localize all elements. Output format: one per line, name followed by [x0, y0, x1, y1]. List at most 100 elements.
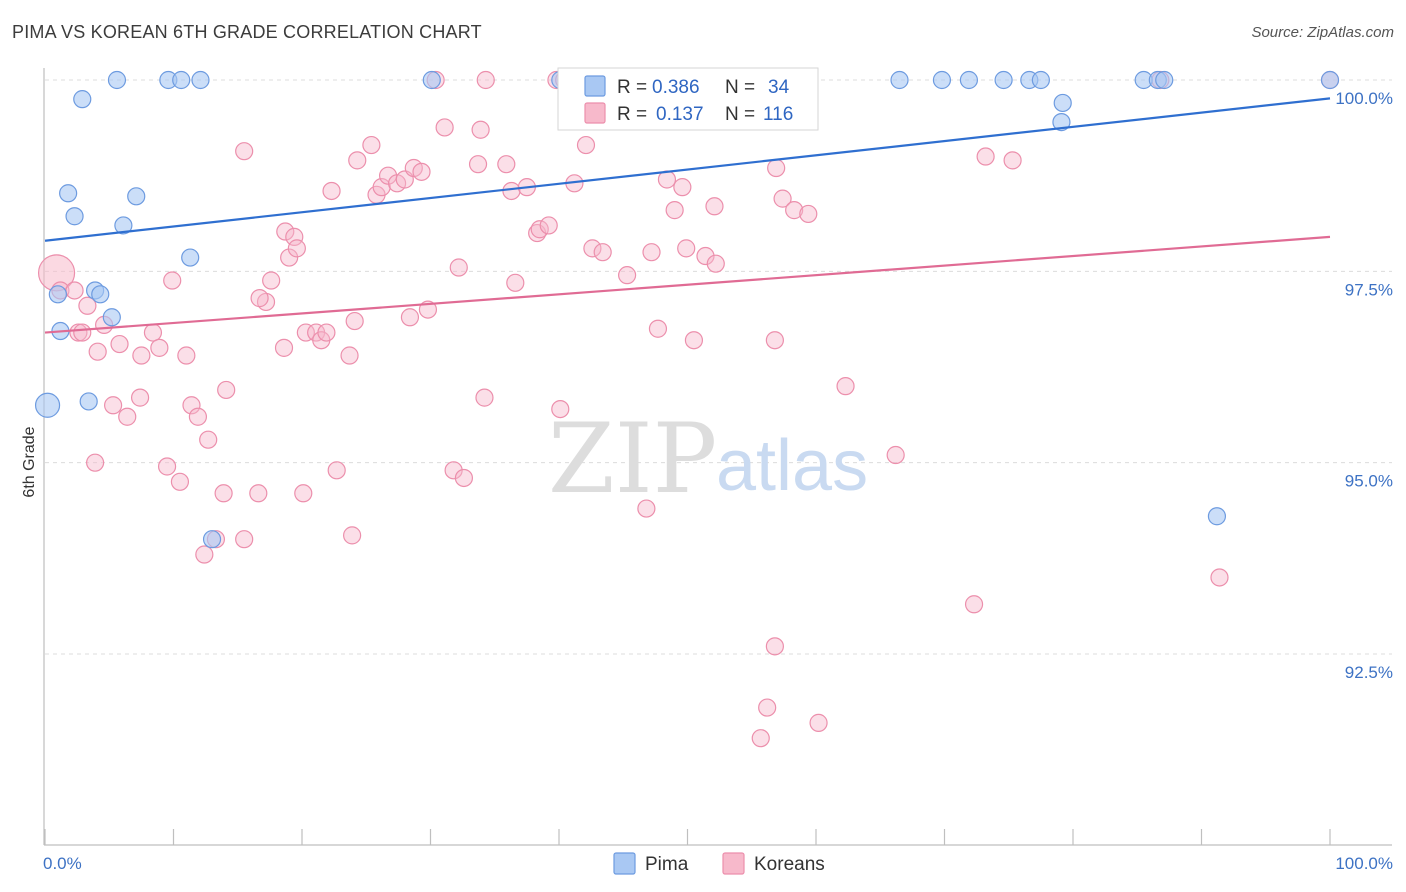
pima-point [191, 70, 210, 90]
korean-point [104, 396, 123, 415]
pima-point [102, 308, 121, 327]
pima-point [107, 70, 127, 90]
korean-point [502, 181, 521, 201]
source-label: Source: ZipAtlas.com [1251, 24, 1394, 41]
x-tick-label-max: 100.0% [1335, 854, 1393, 873]
korean-point [618, 266, 637, 285]
korean-point [497, 155, 516, 174]
korean-point [576, 135, 596, 155]
pima-point [91, 285, 110, 304]
korean-point [765, 637, 784, 656]
y-axis-label: 6th Grade [21, 426, 38, 497]
korean-point [217, 380, 236, 400]
korean-point [199, 430, 218, 449]
korean-point [471, 120, 490, 139]
pima-point [202, 530, 222, 549]
bottom-legend-label-pima: Pima [645, 854, 689, 875]
korean-point [132, 346, 151, 365]
korean-point [583, 239, 602, 258]
korean-point [188, 407, 208, 426]
korean-point [476, 70, 495, 90]
legend-r-value-pima: 0.386 [652, 77, 700, 98]
pima-point [1053, 93, 1072, 113]
korean-point [143, 323, 163, 342]
korean-point [340, 346, 359, 365]
korean-point [170, 472, 190, 491]
korean-point [435, 118, 454, 137]
korean-point [362, 135, 381, 155]
korean-point [130, 388, 150, 407]
korean-trend-line [44, 235, 1331, 334]
pima-point [34, 392, 61, 418]
korean-point [506, 273, 525, 292]
korean-point [696, 246, 715, 266]
korean-point [1003, 151, 1022, 170]
pima-trend-line [44, 97, 1331, 242]
korean-point [642, 243, 661, 262]
korean-point [706, 254, 725, 273]
korean-point [78, 296, 97, 315]
korean-point [475, 388, 494, 407]
legend-swatch-koreans [584, 102, 606, 124]
korean-point [468, 155, 488, 174]
korean-point [684, 331, 704, 350]
korean-point [343, 526, 362, 545]
korean-point [665, 201, 684, 220]
korean-point [593, 243, 612, 262]
korean-point [677, 239, 696, 258]
korean-point [886, 445, 905, 465]
korean-point [69, 323, 88, 342]
legend-n-value-koreans: 116 [763, 104, 793, 125]
korean-point [294, 484, 313, 503]
korean-point [280, 248, 299, 267]
watermark-zip: ZIP [548, 403, 717, 515]
pima-point [1155, 70, 1174, 90]
y-tick-labels: 92.5% 95.0% 97.5% 100.0% [1335, 89, 1393, 682]
korean-point [150, 338, 169, 357]
bottom-legend-label-koreans: Koreans [754, 854, 825, 875]
pima-point [1052, 112, 1071, 132]
axes [43, 68, 1392, 846]
pima-point [79, 392, 98, 411]
korean-point [976, 147, 995, 166]
korean-point [317, 323, 336, 342]
legend-n-label-koreans: N = [725, 104, 755, 125]
watermark: ZIP atlas [548, 403, 868, 515]
korean-point [345, 311, 364, 331]
pima-point [181, 248, 200, 267]
pima-point [114, 216, 133, 235]
korean-point [809, 713, 828, 732]
korean-point [836, 377, 855, 396]
korean-point [285, 227, 304, 246]
pima-point [932, 70, 952, 90]
korean-point [444, 461, 463, 480]
korean-point [250, 289, 269, 308]
korean-point [751, 729, 770, 748]
series-legend: Pima Koreans [613, 852, 825, 875]
korean-point [705, 197, 724, 216]
korean-point [758, 698, 777, 717]
korean-point [551, 399, 570, 419]
korean-point [163, 271, 182, 290]
correlation-legend: R = 0.386 N = 34 R = 0.137 N = 116 [557, 67, 819, 131]
pima-point [73, 90, 92, 109]
legend-n-value-pima: 34 [768, 77, 790, 98]
korean-point [449, 258, 468, 277]
pima-point [1320, 70, 1340, 90]
watermark-atlas: atlas [716, 426, 868, 506]
legend-r-label-pima: R = [617, 77, 647, 98]
korean-point [348, 151, 367, 170]
korean-point [637, 499, 656, 518]
pima-point [48, 285, 67, 304]
korean-point [322, 181, 341, 201]
korean-point [73, 323, 92, 342]
korean-point [372, 178, 391, 197]
y-tick-label: 95.0% [1345, 472, 1393, 491]
korean-point [530, 220, 549, 239]
korean-point [110, 334, 129, 354]
pima-point [994, 70, 1013, 90]
pima-point [172, 70, 191, 90]
pima-point [422, 70, 441, 90]
korean-point [262, 271, 281, 290]
korean-point [454, 468, 474, 488]
